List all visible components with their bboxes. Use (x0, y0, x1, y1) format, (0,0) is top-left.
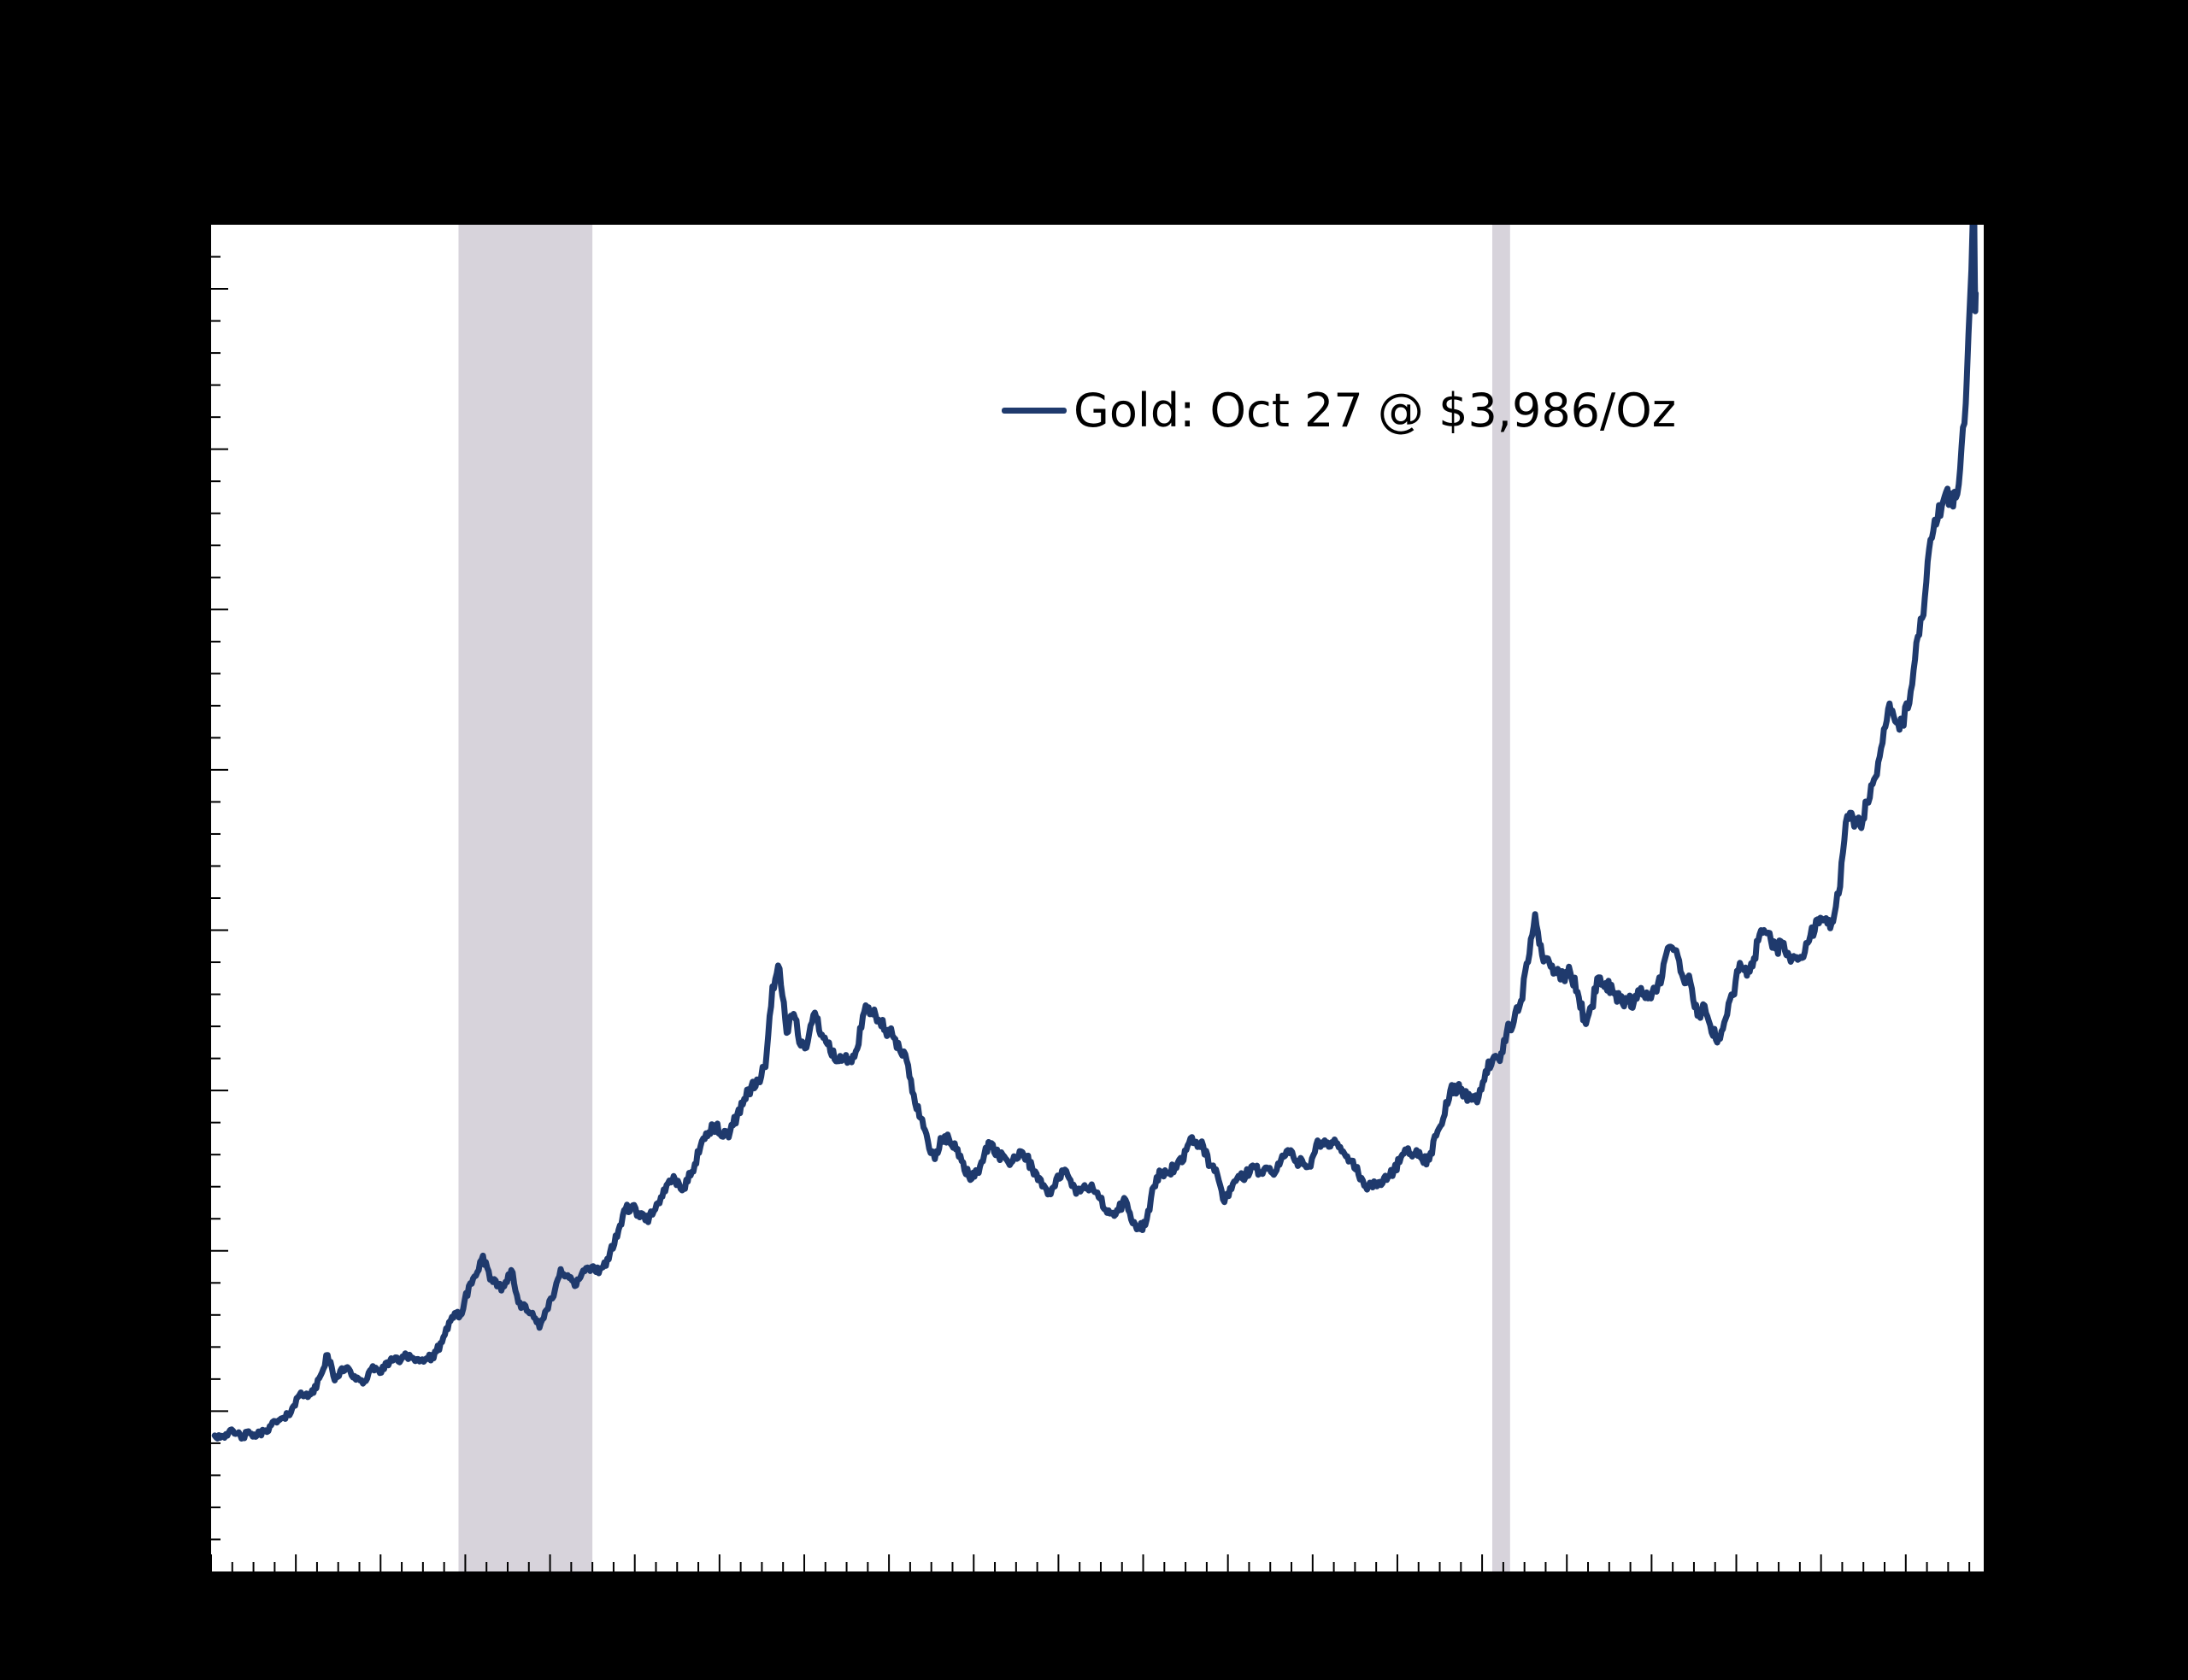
legend: Gold: Oct 27 @ $3,986/Oz (1002, 385, 1676, 436)
legend-label: Gold: Oct 27 @ $3,986/Oz (1073, 384, 1677, 438)
gold-price-chart (211, 225, 1979, 1571)
legend-line-sample-icon (1002, 408, 1067, 414)
plot-area: Gold: Oct 27 @ $3,986/Oz (209, 223, 1985, 1573)
recession-band-2008-2009 (458, 225, 593, 1571)
y-axis-ticks (211, 256, 228, 1541)
recession-band-2020 (1491, 225, 1510, 1571)
x-axis-ticks (211, 1554, 1971, 1571)
gold-price-line (211, 225, 1979, 1442)
